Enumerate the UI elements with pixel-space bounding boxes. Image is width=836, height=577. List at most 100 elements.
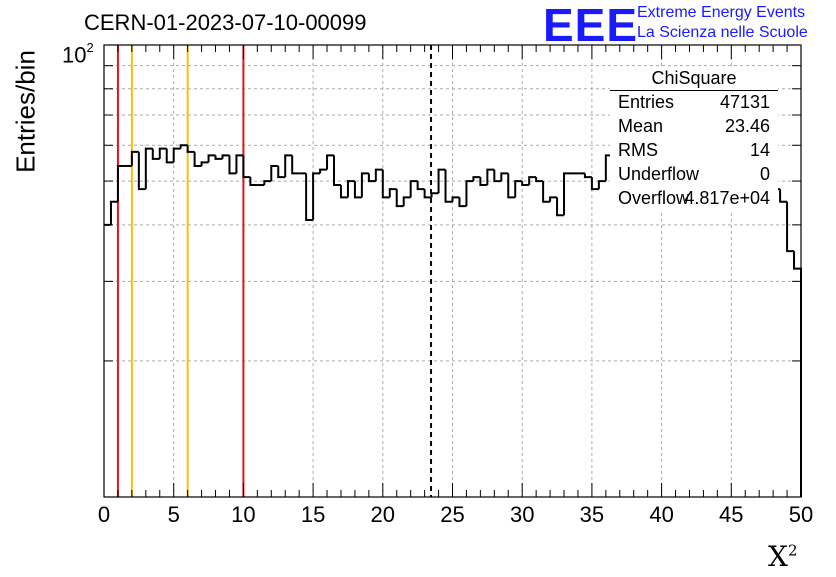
histogram-bin xyxy=(583,173,592,179)
x-tick-label: 10 xyxy=(231,502,255,527)
chart-title: CERN-01-2023-07-10-00099 xyxy=(84,10,367,35)
histogram-bin xyxy=(395,189,404,208)
histogram-bin xyxy=(165,148,174,164)
x-tick-label: 30 xyxy=(510,502,534,527)
histogram-bin xyxy=(284,154,293,178)
histogram-bin xyxy=(346,180,355,198)
stats-value: 4.817e+04 xyxy=(684,188,770,208)
histogram-bin xyxy=(472,176,481,182)
histogram-bin xyxy=(542,181,551,203)
histogram-bin xyxy=(423,189,432,199)
histogram-bin xyxy=(590,177,599,191)
histogram-bin xyxy=(137,151,146,191)
x-axis-label-exponent: 2 xyxy=(787,541,798,560)
stats-row-rms: RMS 14 xyxy=(618,140,770,162)
histogram-bin xyxy=(263,180,272,186)
histogram-bin xyxy=(486,168,495,186)
histogram-bin xyxy=(312,172,321,221)
stats-key: RMS xyxy=(618,140,658,160)
histogram-bin xyxy=(172,147,181,163)
stats-value: 14 xyxy=(749,140,770,160)
stats-key: Underflow xyxy=(618,164,700,184)
histogram-bin xyxy=(521,181,530,187)
histogram-bin xyxy=(235,154,244,174)
histogram-bin xyxy=(444,169,453,203)
stats-row-underflow: Underflow 0 xyxy=(618,164,770,186)
histogram-bin xyxy=(221,154,230,159)
logo-line-1: Extreme Energy Events xyxy=(637,4,806,21)
stats-row-mean: Mean 23.46 xyxy=(618,116,770,138)
histogram-bin xyxy=(228,155,237,175)
histogram-bin xyxy=(158,147,167,159)
stats-title: ChiSquare xyxy=(651,68,737,88)
histogram-bin xyxy=(549,196,558,202)
histogram-bin xyxy=(430,192,439,198)
histogram-bin xyxy=(305,173,314,222)
histogram-bin xyxy=(179,144,188,149)
histogram-bin xyxy=(144,147,153,190)
histogram-bin xyxy=(319,168,328,174)
histogram-bin xyxy=(116,164,125,202)
histogram-bin xyxy=(381,169,390,199)
histogram-bin xyxy=(556,197,565,217)
histogram-bin xyxy=(528,176,537,186)
x-tick-label: 0 xyxy=(98,502,110,527)
histogram-bin xyxy=(563,172,571,216)
x-tick-label: 20 xyxy=(371,502,395,527)
histogram-bin xyxy=(277,165,286,179)
histogram-bin xyxy=(353,181,362,199)
histogram-bin xyxy=(786,201,795,253)
y-axis-label: Entries/bin xyxy=(10,50,41,173)
y-tick-base: 10 xyxy=(62,42,87,68)
logo-line-2: La Scienza nelle Scuole xyxy=(637,24,808,41)
x-axis-label: X2 xyxy=(768,540,797,573)
histogram-bin xyxy=(207,154,216,163)
histogram-bin xyxy=(151,148,160,160)
x-tick-label: 35 xyxy=(580,502,604,527)
histogram-bin xyxy=(270,164,279,182)
histogram-bin xyxy=(500,172,509,182)
histogram-bin xyxy=(597,180,606,190)
stats-box: ChiSquare Entries 47131 Mean 23.46 RMS 1… xyxy=(610,68,778,210)
stats-row-overflow: Overflow 4.817e+04 xyxy=(618,188,770,210)
histogram-bin xyxy=(458,197,467,208)
histogram-bin xyxy=(326,154,335,170)
histogram-bin xyxy=(200,161,209,166)
histogram-bin xyxy=(402,196,411,207)
histogram-bin xyxy=(535,177,544,183)
y-tick-exponent: 2 xyxy=(86,40,94,55)
histogram-bin xyxy=(416,181,425,191)
histogram-bin xyxy=(479,177,488,187)
histogram-bin xyxy=(409,180,418,198)
histogram-bin xyxy=(465,180,474,207)
histogram-bin xyxy=(779,189,788,203)
stats-key: Overflow xyxy=(618,188,690,208)
histogram-bin xyxy=(367,173,376,183)
x-tick-label: 50 xyxy=(789,502,813,527)
x-axis-label-symbol: X xyxy=(768,540,788,573)
histogram-bin xyxy=(493,169,502,183)
histogram-bin xyxy=(451,196,460,202)
histogram-bin xyxy=(360,172,369,198)
eee-logo: EEE xyxy=(543,0,639,51)
histogram-bin xyxy=(507,173,516,199)
stats-value: 47131 xyxy=(719,92,770,112)
x-tick-label: 15 xyxy=(301,502,325,527)
histogram-bin xyxy=(339,185,348,199)
histogram-bin xyxy=(193,151,202,167)
stats-key: Mean xyxy=(618,116,664,136)
x-tick-label: 25 xyxy=(440,502,464,527)
histogram-bin xyxy=(388,188,397,198)
stats-value: 0 xyxy=(759,164,770,184)
y-tick-label-100: 102 xyxy=(62,40,94,68)
stats-row-entries: Entries 47131 xyxy=(618,92,770,114)
stats-value: 23.46 xyxy=(724,116,770,136)
histogram-bin xyxy=(437,168,446,194)
histogram-bin xyxy=(249,177,258,187)
histogram-bin xyxy=(130,150,139,166)
stats-divider xyxy=(610,90,778,91)
x-tick-label: 5 xyxy=(168,502,180,527)
histogram-bin xyxy=(186,145,195,153)
histogram-bin xyxy=(514,180,523,198)
